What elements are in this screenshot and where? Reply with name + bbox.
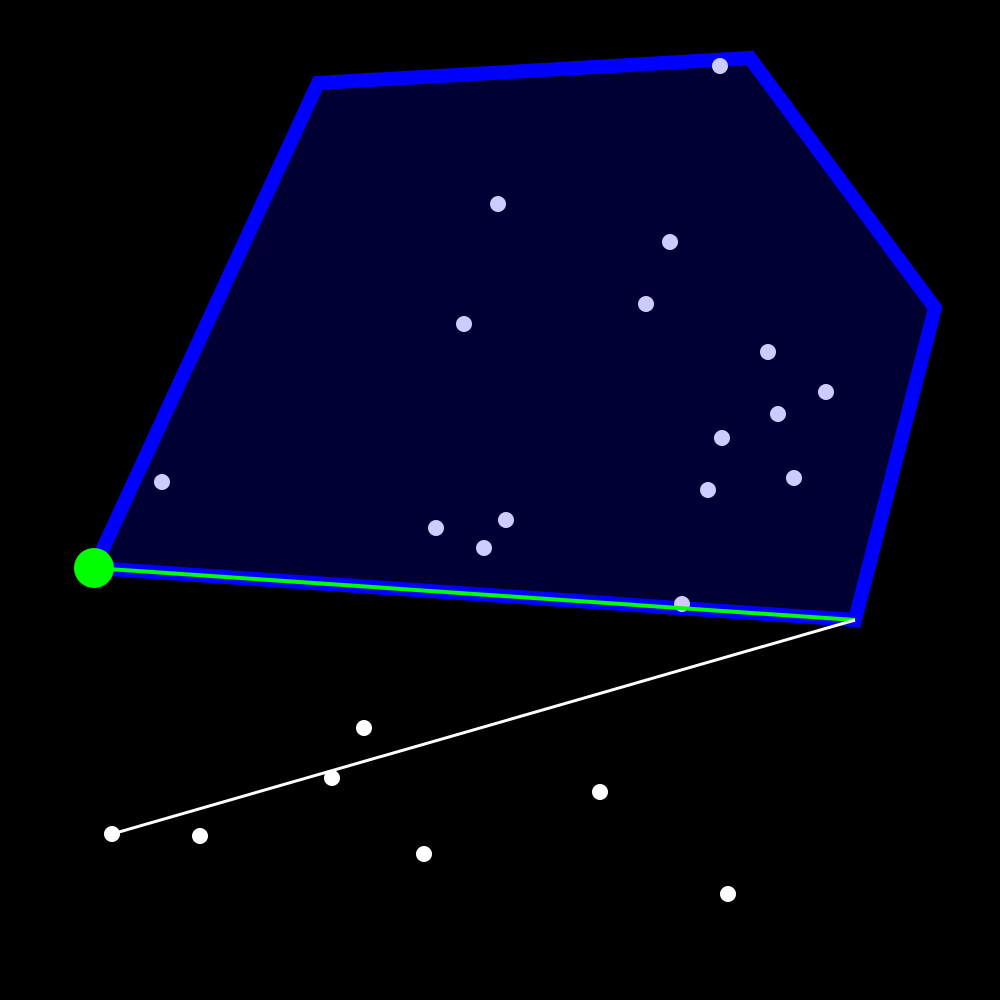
inside-point <box>154 474 170 490</box>
inside-point <box>498 512 514 528</box>
inside-points-group <box>154 58 834 612</box>
inside-point <box>662 234 678 250</box>
inside-point <box>490 196 506 212</box>
inside-point <box>476 540 492 556</box>
outside-point <box>356 720 372 736</box>
convex-hull-polygon <box>83 50 943 628</box>
candidate-line <box>111 618 856 836</box>
outside-point <box>104 826 120 842</box>
inside-point <box>428 520 444 536</box>
outside-points-group <box>104 720 736 902</box>
inside-point <box>770 406 786 422</box>
inside-point <box>818 384 834 400</box>
outside-point <box>324 770 340 786</box>
inside-point <box>456 316 472 332</box>
inside-point <box>638 296 654 312</box>
outside-point <box>416 846 432 862</box>
pivot-point <box>74 548 114 588</box>
outside-point <box>720 886 736 902</box>
inside-point <box>760 344 776 360</box>
outside-point <box>592 784 608 800</box>
inside-point <box>714 430 730 446</box>
inside-point <box>700 482 716 498</box>
outside-point <box>192 828 208 844</box>
inside-point <box>712 58 728 74</box>
current-hull-edge <box>93 566 856 622</box>
inside-point <box>786 470 802 486</box>
